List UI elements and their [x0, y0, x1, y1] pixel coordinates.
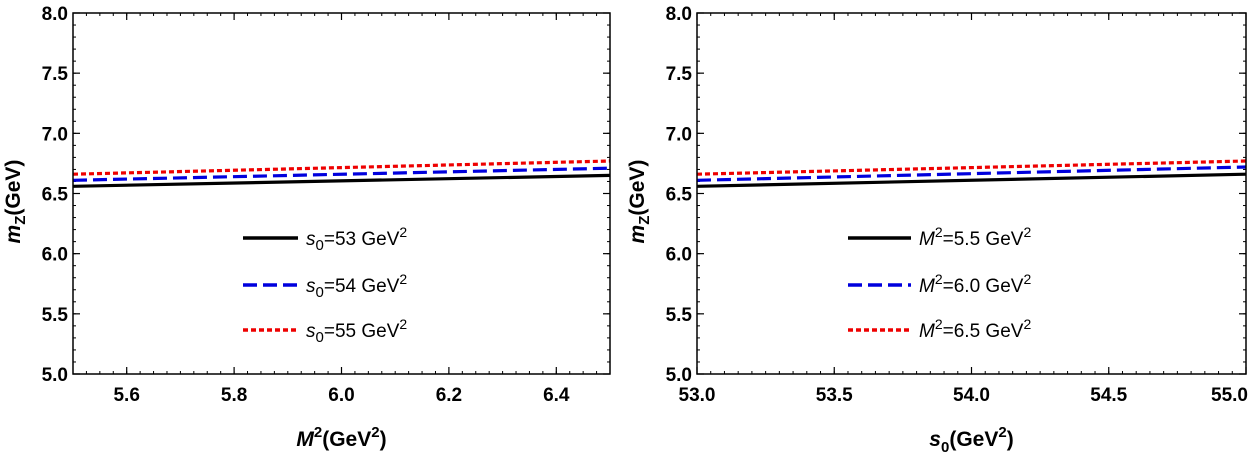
minor-ticks: [72, 12, 611, 375]
series-line-1: [696, 172, 1247, 188]
y-tick-label: 6.0: [666, 245, 692, 266]
x-tick-label: 5.8: [221, 385, 247, 406]
y-axis-title: mZ(GeV): [626, 160, 653, 244]
series-line-2: [72, 166, 611, 182]
y-tick-label: 8.0: [42, 4, 68, 25]
legend-label-2: s0=54 GeV2: [306, 271, 407, 301]
left-chart-panel: 5.0 5.5 6.0 6.5 7.0 7.5 8.0 5.6 5.8 6.0 6.2 6.4 s0=5…: [2, 4, 611, 451]
y-tick-label: 5.5: [42, 305, 69, 326]
y-tick-label: 7.0: [666, 124, 692, 145]
legend: M2=5.5 GeV2 M2=6.0 GeV2 M2=6.5 GeV2: [848, 224, 1031, 342]
x-tick-label: 55.0: [1211, 385, 1248, 406]
y-tick-label: 5.5: [666, 305, 693, 326]
x-tick-label: 53.0: [679, 385, 716, 406]
x-axis-title: M2(GeV2): [296, 424, 386, 451]
x-tick-label: 5.6: [113, 385, 139, 406]
y-tick-label: 7.0: [42, 124, 68, 145]
y-tick-label: 6.5: [666, 185, 693, 206]
series-line-3: [72, 159, 611, 176]
y-tick-label: 8.0: [666, 4, 692, 25]
x-tick-label: 6.2: [436, 385, 462, 406]
y-tick-label: 6.5: [42, 185, 69, 206]
plot-frame: [696, 12, 1247, 375]
y-tick-label: 7.5: [666, 64, 693, 85]
x-tick-label: 53.5: [816, 385, 853, 406]
x-tick-label: 54.5: [1090, 385, 1127, 406]
y-tick-label: 7.5: [42, 64, 69, 85]
legend-label-1: M2=5.5 GeV2: [919, 224, 1031, 250]
legend-label-3: s0=55 GeV2: [306, 316, 407, 346]
legend: s0=53 GeV2 s0=54 GeV2 s0=55 GeV2: [243, 224, 407, 346]
x-axis-title: s0(GeV2): [929, 424, 1013, 456]
y-tick-label: 5.0: [42, 365, 68, 386]
x-tick-label: 6.4: [543, 385, 570, 406]
legend-label-1: s0=53 GeV2: [306, 224, 407, 254]
y-axis-title: mZ(GeV): [2, 160, 29, 244]
right-chart-panel: 5.0 5.5 6.0 6.5 7.0 7.5 8.0 53.0 53.5 54.0 54.5 55.…: [626, 4, 1248, 456]
legend-label-3: M2=6.5 GeV2: [919, 316, 1031, 342]
y-tick-label: 6.0: [42, 245, 68, 266]
minor-ticks: [696, 12, 1247, 375]
y-tick-label: 5.0: [666, 365, 692, 386]
series-line-1: [72, 173, 611, 188]
plot-frame: [72, 12, 611, 375]
legend-label-2: M2=6.0 GeV2: [919, 271, 1031, 297]
series-line-2: [696, 165, 1247, 182]
x-tick-label: 6.0: [328, 385, 354, 406]
series-line-3: [696, 159, 1247, 176]
x-tick-label: 54.0: [953, 385, 990, 406]
